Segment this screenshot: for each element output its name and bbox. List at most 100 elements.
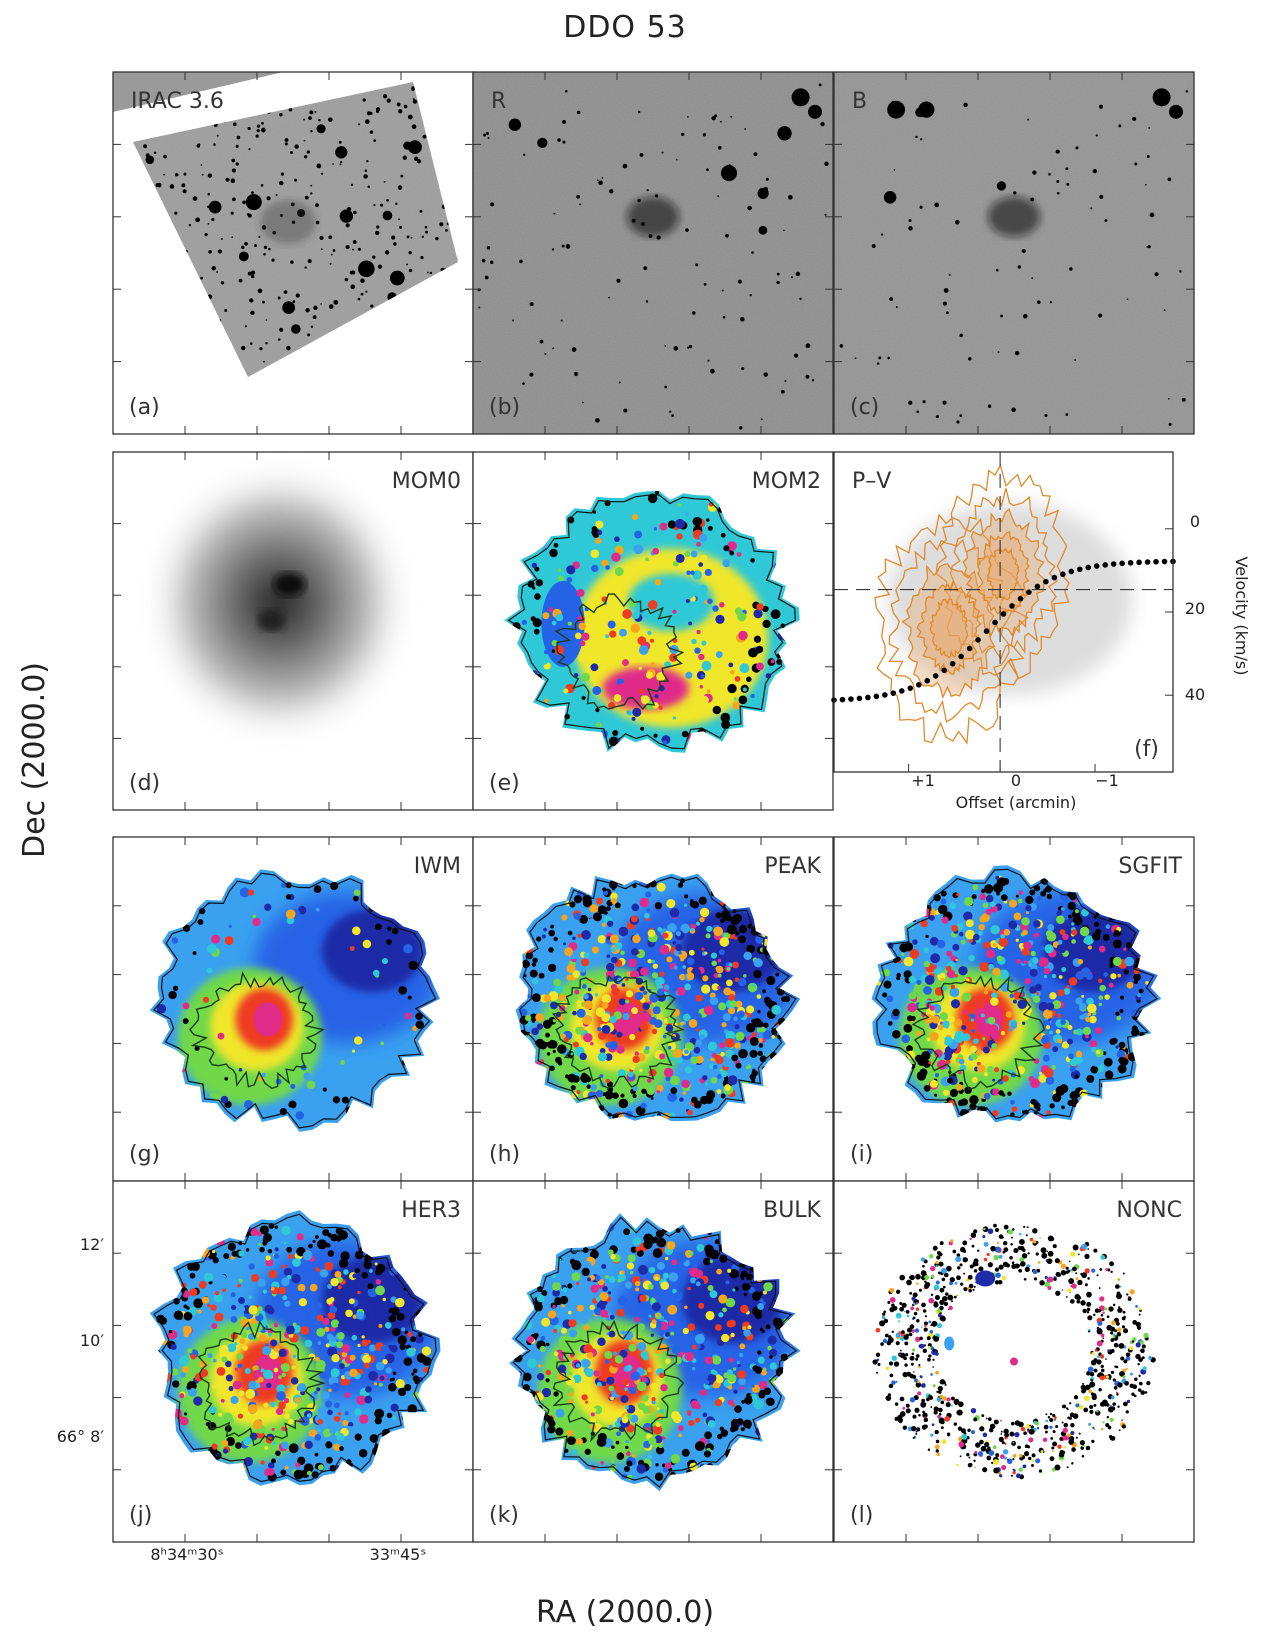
star <box>1090 207 1093 210</box>
star <box>265 319 268 321</box>
star <box>1098 313 1103 318</box>
star <box>915 135 918 139</box>
star <box>200 276 203 280</box>
axis-ticks <box>473 452 833 810</box>
star <box>416 159 422 164</box>
star <box>339 163 342 166</box>
dec-tick-12: 12′ <box>80 1235 104 1254</box>
star <box>188 224 192 227</box>
star <box>357 297 361 301</box>
panel-letter-d: (d) <box>129 771 160 796</box>
star <box>408 140 422 155</box>
rotation-curve-point <box>975 637 981 643</box>
star <box>278 180 284 186</box>
star <box>1066 182 1070 186</box>
axis-ticks <box>113 1181 473 1542</box>
star <box>529 302 534 307</box>
star <box>364 119 370 125</box>
star <box>871 244 876 248</box>
star <box>211 266 216 271</box>
star <box>195 217 200 223</box>
star <box>377 264 383 269</box>
pv-xtick-plus1: +1 <box>911 771 935 790</box>
star <box>721 289 724 292</box>
star <box>382 94 388 99</box>
star <box>383 180 386 183</box>
star <box>217 249 222 254</box>
star <box>358 260 375 278</box>
star <box>595 418 600 423</box>
star <box>922 400 926 404</box>
star <box>1013 191 1017 195</box>
star <box>968 357 972 361</box>
panel-letter-j: (j) <box>129 1503 152 1528</box>
star <box>207 173 213 178</box>
panel-name-b: R <box>491 89 506 114</box>
star <box>230 211 234 215</box>
x-axis-title: RA (2000.0) <box>536 1595 714 1630</box>
star <box>216 134 219 137</box>
velocity-map <box>871 865 1162 1123</box>
star <box>250 310 255 315</box>
star <box>249 298 254 303</box>
star <box>1168 398 1170 400</box>
star <box>805 343 811 349</box>
star <box>763 372 768 377</box>
rotation-curve-point <box>865 694 871 701</box>
star <box>948 273 951 276</box>
star <box>295 293 300 298</box>
star <box>963 102 968 108</box>
rotation-curve-point <box>1026 589 1032 595</box>
pv-ytick-20: 20 <box>1185 599 1205 618</box>
rotation-curve-point <box>1017 595 1024 602</box>
star <box>1132 116 1137 121</box>
star <box>483 133 487 137</box>
star <box>307 333 311 337</box>
star <box>266 196 271 201</box>
star <box>1134 162 1138 166</box>
star <box>308 116 312 120</box>
pv-xtick-minus1: −1 <box>1095 771 1119 790</box>
star <box>375 230 380 236</box>
star <box>1056 179 1060 183</box>
star <box>765 177 769 181</box>
star <box>316 163 322 169</box>
panel-h: PEAK (h) <box>472 836 834 1182</box>
star <box>664 345 667 347</box>
star <box>760 418 763 421</box>
rotation-curve-point <box>1161 558 1168 565</box>
star <box>529 372 534 377</box>
star <box>163 173 165 176</box>
star <box>776 272 780 276</box>
star <box>1056 191 1060 195</box>
star <box>384 250 390 255</box>
star <box>163 154 167 159</box>
star <box>320 303 323 305</box>
rotation-curve-point <box>873 693 880 700</box>
star <box>257 288 263 294</box>
star <box>889 297 894 302</box>
rotation-curve-point <box>958 653 964 660</box>
star <box>730 115 733 118</box>
panel-letter-g: (g) <box>129 1142 160 1167</box>
star <box>294 144 299 149</box>
panel-name-e: MOM2 <box>752 469 821 494</box>
rotation-curve-point <box>932 673 939 679</box>
star <box>386 198 389 202</box>
rotation-curve-point <box>1093 563 1100 569</box>
axis-ticks <box>473 72 833 434</box>
star <box>519 259 523 264</box>
star <box>153 151 157 155</box>
star <box>1031 277 1034 279</box>
star <box>1104 219 1108 222</box>
star <box>242 200 246 205</box>
star <box>1163 309 1166 312</box>
star <box>251 191 254 194</box>
rotation-curve-point <box>882 692 888 698</box>
star <box>654 194 659 198</box>
star <box>824 161 829 166</box>
star <box>310 325 314 328</box>
star <box>320 248 323 251</box>
star <box>143 144 148 149</box>
rotation-curve-point <box>1144 559 1151 565</box>
